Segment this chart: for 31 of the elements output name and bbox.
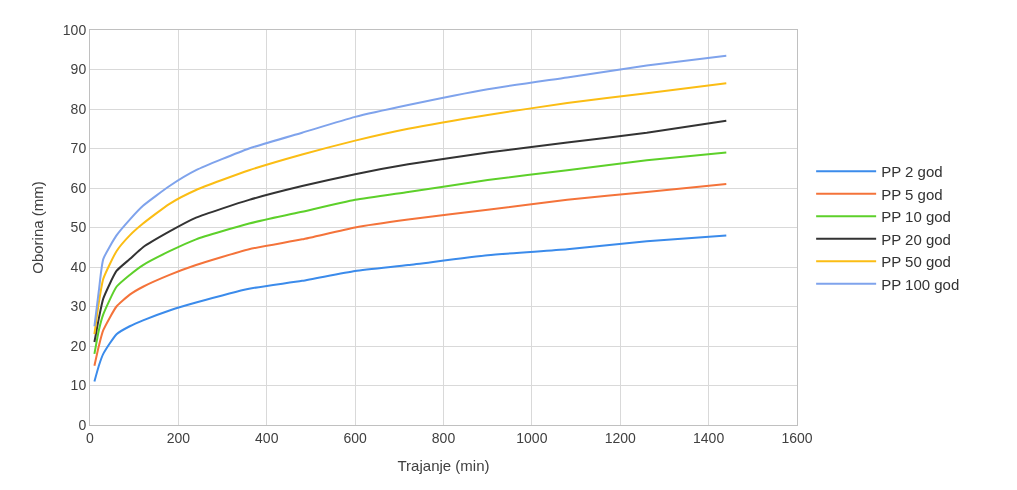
x-tick-label: 200: [166, 429, 191, 446]
legend-label: PP 20 god: [881, 230, 951, 248]
line-series: [93, 151, 728, 355]
x-tick-label: 800: [431, 429, 456, 446]
x-tick-label: 600: [343, 429, 368, 446]
legend-label: PP 10 god: [881, 208, 951, 226]
y-tick-label: 80: [70, 100, 87, 117]
y-tick-label: 100: [62, 21, 87, 38]
line-series: [93, 234, 728, 383]
y-tick-label: 90: [70, 61, 87, 78]
x-tick-label: 1200: [604, 429, 637, 446]
x-tick-label: 1400: [693, 429, 725, 446]
y-tick-label: 70: [70, 140, 87, 157]
legend-label: PP 2 god: [881, 163, 943, 181]
x-tick-label: 1600: [781, 429, 813, 446]
legend-label: PP 5 god: [881, 185, 943, 203]
legend-label: PP 50 god: [881, 253, 951, 271]
legend-label: PP 100 god: [881, 275, 960, 293]
line-series: [93, 119, 728, 344]
y-tick-label: 60: [70, 179, 87, 196]
y-tick-label: 30: [70, 298, 87, 315]
x-tick-label: 1000: [516, 429, 548, 446]
x-tick-label: 400: [255, 429, 279, 446]
y-tick-label: 10: [70, 377, 87, 394]
y-tick-label: 0: [78, 416, 87, 433]
y-tick-label: 20: [70, 337, 87, 354]
line-series: [93, 183, 728, 367]
y-axis-title: Oborina (mm): [29, 181, 47, 274]
x-axis-title: Trajanje (min): [397, 456, 490, 474]
y-tick-label: 50: [70, 219, 87, 236]
y-tick-label: 40: [70, 258, 87, 275]
